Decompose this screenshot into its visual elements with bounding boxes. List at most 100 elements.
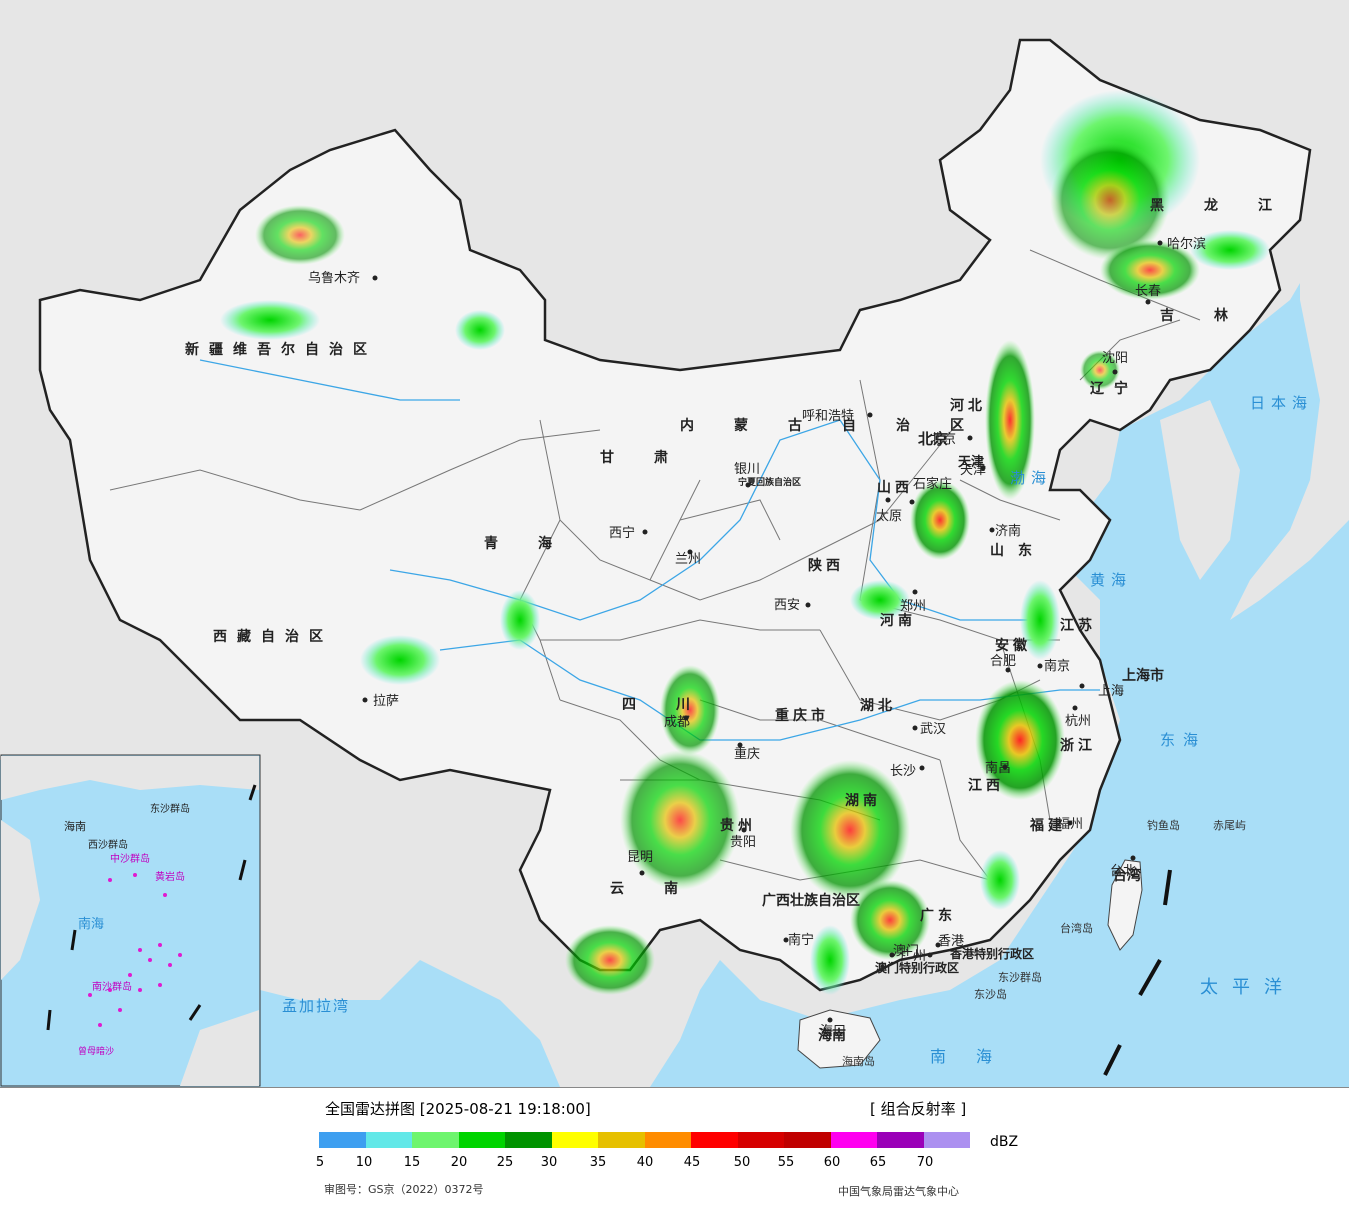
region-label: 云南 — [610, 880, 718, 897]
city-marker — [1005, 667, 1011, 673]
city-marker — [980, 465, 986, 471]
city-marker — [805, 602, 811, 608]
color-swatch — [691, 1132, 738, 1148]
inset-label: 东沙群岛 — [150, 802, 190, 815]
city-marker — [867, 412, 873, 418]
region-label: 西藏自治区 — [213, 628, 333, 645]
city-marker — [683, 715, 689, 721]
taiwan-island — [1107, 859, 1143, 951]
sea-label: 太平洋 — [1200, 977, 1296, 998]
city-marker — [1067, 820, 1073, 826]
color-swatch — [458, 1132, 505, 1148]
city-marker — [989, 527, 995, 533]
scale-tick-label: 70 — [916, 1155, 934, 1170]
scale-tick-label: 20 — [450, 1155, 468, 1170]
scale-tick-label: 65 — [869, 1155, 887, 1170]
scale-tick-label: 10 — [355, 1155, 373, 1170]
color-swatch — [505, 1132, 552, 1148]
scale-tick-label: 15 — [403, 1155, 421, 1170]
region-label: 湖北 — [860, 698, 896, 714]
region-label: 福建 — [1029, 817, 1066, 834]
region-label: 陕西 — [808, 557, 844, 574]
city-marker — [372, 275, 378, 281]
island-label: 赤尾屿 — [1213, 819, 1246, 832]
city-marker — [783, 937, 789, 943]
city-label: 海口 — [820, 1024, 846, 1039]
inset-label: 曾母暗沙 — [78, 1045, 114, 1057]
color-swatch — [412, 1132, 459, 1148]
city-marker — [935, 942, 941, 948]
producer-label: 中国气象局雷达气象中心 — [838, 1185, 959, 1198]
city-marker — [362, 697, 368, 703]
region-label: 青海 — [484, 535, 592, 552]
color-swatch — [319, 1132, 366, 1148]
color-swatch — [877, 1132, 924, 1148]
island-label: 台湾岛 — [1060, 921, 1093, 935]
inset-label: 南海 — [78, 916, 104, 932]
region-label: 内蒙古自治区 — [680, 417, 1004, 434]
city-marker — [687, 549, 693, 555]
city-label: 澳门 — [893, 943, 919, 959]
region-label: 广西壮族自治区 — [762, 892, 860, 909]
city-label: 台北 — [1110, 864, 1136, 879]
city-marker — [919, 765, 925, 771]
city-marker — [909, 499, 915, 505]
color-swatch — [644, 1132, 691, 1148]
inset-label: 西沙群岛 — [88, 838, 128, 851]
city-marker — [745, 482, 751, 488]
scale-tick-label: 35 — [589, 1155, 607, 1170]
region-label: 甘肃 — [600, 449, 708, 466]
city-label: 南京 — [1044, 658, 1070, 674]
color-swatch — [551, 1132, 598, 1148]
city-label: 武汉 — [920, 722, 946, 737]
city-marker — [1130, 855, 1136, 861]
city-marker — [1112, 369, 1118, 375]
region-label: 江西 — [968, 777, 1004, 794]
region-label: 河北 — [950, 397, 986, 414]
city-label: 兰州 — [675, 552, 701, 567]
city-marker — [1157, 240, 1163, 246]
city-label: 太原 — [876, 509, 902, 524]
city-marker — [889, 952, 895, 958]
scale-tick-label: 55 — [777, 1155, 795, 1170]
scale-tick-label: 50 — [733, 1155, 751, 1170]
sea-label: 渤海 — [1010, 469, 1052, 487]
island-label: 海南岛 — [842, 1054, 875, 1068]
sea-label: 南海 — [930, 1047, 1022, 1066]
city-marker — [885, 497, 891, 503]
region-label: 吉林 — [1160, 307, 1268, 324]
city-marker — [927, 952, 933, 958]
region-label: 北京 — [918, 430, 948, 448]
region-label: 广东 — [920, 907, 956, 924]
city-marker — [912, 589, 918, 595]
color-scale-bar — [319, 1132, 970, 1148]
city-marker — [1145, 299, 1151, 305]
city-label: 西宁 — [609, 525, 635, 541]
city-marker — [967, 435, 973, 441]
city-marker — [642, 529, 648, 535]
region-label: 宁夏回族自治区 — [738, 476, 801, 488]
city-label: 上海 — [1098, 684, 1124, 699]
inset-label: 黄岩岛 — [155, 870, 185, 883]
city-marker — [912, 725, 918, 731]
city-marker — [741, 827, 747, 833]
region-label: 安徽 — [995, 637, 1031, 654]
approval-number: 审图号：GS京（2022）0372号 — [324, 1183, 484, 1196]
color-swatch — [598, 1132, 645, 1148]
city-marker — [1079, 683, 1085, 689]
color-swatch — [830, 1132, 877, 1148]
city-label: 成都 — [664, 715, 690, 730]
scale-tick-label: 5 — [315, 1155, 325, 1170]
city-label: 北京 — [930, 432, 956, 447]
city-label: 长春 — [1135, 284, 1161, 299]
city-label: 南宁 — [788, 932, 814, 948]
region-label: 山西 — [877, 480, 913, 496]
hainan-island — [797, 1009, 881, 1069]
region-label: 江苏 — [1060, 617, 1096, 634]
city-label: 合肥 — [990, 654, 1016, 669]
city-label: 重庆 — [734, 746, 760, 762]
japan — [1230, 0, 1349, 620]
city-label: 呼和浩特 — [802, 409, 854, 424]
region-label: 澳门特别行政区 — [875, 960, 959, 975]
color-swatch — [784, 1132, 831, 1148]
